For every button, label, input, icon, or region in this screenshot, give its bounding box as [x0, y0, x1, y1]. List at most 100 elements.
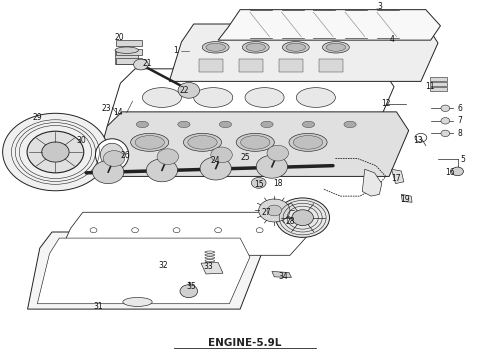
Circle shape: [2, 113, 108, 191]
Polygon shape: [27, 232, 262, 309]
Text: 27: 27: [261, 208, 271, 217]
Text: 19: 19: [400, 194, 410, 203]
Polygon shape: [401, 194, 412, 202]
Bar: [430, 77, 447, 81]
Text: 18: 18: [273, 179, 283, 188]
Text: 33: 33: [203, 262, 213, 271]
Ellipse shape: [202, 41, 229, 53]
Text: 25: 25: [240, 153, 250, 162]
Bar: [239, 59, 263, 72]
Circle shape: [267, 145, 289, 161]
Circle shape: [132, 228, 139, 233]
Text: 35: 35: [186, 282, 196, 291]
Circle shape: [157, 149, 178, 165]
Text: 5: 5: [460, 155, 465, 164]
Circle shape: [256, 155, 288, 178]
Text: 22: 22: [180, 86, 189, 95]
Ellipse shape: [236, 134, 274, 151]
Text: 29: 29: [32, 113, 42, 122]
Bar: [116, 40, 143, 46]
Ellipse shape: [289, 134, 327, 151]
Polygon shape: [169, 24, 438, 81]
Ellipse shape: [178, 121, 190, 128]
Text: 23: 23: [101, 104, 111, 113]
Polygon shape: [392, 169, 404, 184]
Text: 6: 6: [458, 104, 463, 113]
Circle shape: [415, 134, 427, 142]
Ellipse shape: [344, 121, 356, 128]
Ellipse shape: [261, 121, 273, 128]
Text: 26: 26: [121, 151, 130, 160]
Bar: [430, 87, 447, 91]
Text: 14: 14: [113, 108, 123, 117]
Circle shape: [267, 205, 282, 216]
Text: 12: 12: [381, 99, 391, 108]
Circle shape: [93, 161, 124, 184]
Circle shape: [42, 142, 69, 162]
Text: 32: 32: [158, 261, 168, 270]
Ellipse shape: [294, 135, 323, 149]
Ellipse shape: [220, 121, 232, 128]
Ellipse shape: [188, 135, 217, 149]
Circle shape: [173, 228, 180, 233]
Bar: [198, 59, 223, 72]
Circle shape: [441, 118, 450, 124]
Text: ENGINE-5.9L: ENGINE-5.9L: [208, 338, 282, 348]
Ellipse shape: [322, 41, 349, 53]
Text: 4: 4: [389, 35, 394, 44]
Polygon shape: [107, 69, 394, 126]
Text: 30: 30: [76, 136, 86, 145]
Bar: [279, 59, 303, 72]
Bar: [116, 49, 143, 55]
Circle shape: [180, 285, 197, 298]
Text: 7: 7: [458, 116, 463, 125]
Ellipse shape: [96, 139, 129, 171]
Ellipse shape: [296, 87, 335, 107]
Ellipse shape: [115, 47, 139, 53]
Circle shape: [251, 177, 266, 188]
Ellipse shape: [135, 135, 164, 149]
Text: 3: 3: [377, 2, 382, 11]
Polygon shape: [37, 238, 250, 304]
Polygon shape: [362, 169, 382, 196]
Ellipse shape: [123, 297, 152, 306]
Bar: [319, 59, 343, 72]
Bar: [115, 50, 139, 64]
Ellipse shape: [243, 41, 269, 53]
Polygon shape: [58, 212, 311, 255]
Ellipse shape: [326, 43, 345, 51]
Circle shape: [147, 159, 177, 182]
Ellipse shape: [302, 121, 315, 128]
Circle shape: [178, 82, 199, 98]
Bar: [116, 58, 143, 64]
Circle shape: [27, 131, 84, 173]
Polygon shape: [218, 10, 441, 40]
Ellipse shape: [100, 143, 124, 167]
Text: 16: 16: [445, 168, 455, 177]
Circle shape: [292, 210, 314, 226]
Text: 17: 17: [392, 175, 401, 184]
Circle shape: [90, 228, 97, 233]
Text: 28: 28: [285, 217, 294, 226]
Text: 31: 31: [94, 302, 103, 311]
Circle shape: [103, 150, 125, 166]
Text: 13: 13: [414, 136, 423, 145]
Text: 11: 11: [425, 82, 435, 91]
Text: 21: 21: [143, 59, 152, 68]
Polygon shape: [201, 262, 223, 274]
Polygon shape: [272, 271, 292, 278]
Circle shape: [441, 105, 450, 112]
Text: 34: 34: [278, 272, 288, 281]
Ellipse shape: [131, 134, 169, 151]
Text: 8: 8: [458, 129, 463, 138]
Circle shape: [134, 59, 148, 70]
Bar: [430, 82, 447, 86]
Circle shape: [200, 157, 231, 180]
Circle shape: [211, 147, 232, 163]
Ellipse shape: [136, 121, 148, 128]
Ellipse shape: [246, 43, 266, 51]
Circle shape: [441, 130, 450, 136]
Ellipse shape: [194, 87, 233, 107]
Circle shape: [276, 198, 330, 237]
Ellipse shape: [143, 87, 181, 107]
